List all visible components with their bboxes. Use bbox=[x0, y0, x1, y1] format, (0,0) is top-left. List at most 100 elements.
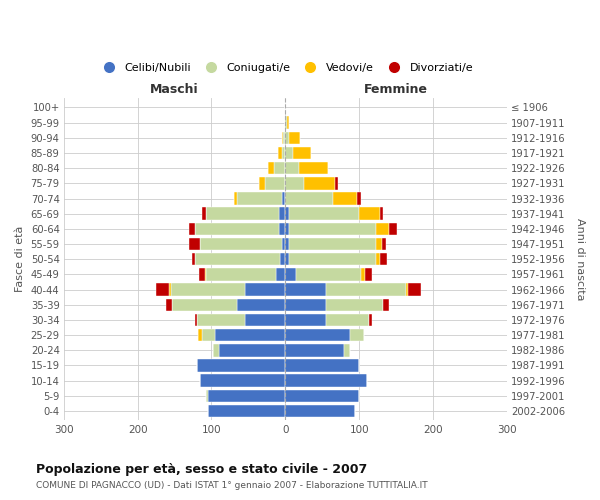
Bar bbox=[188, 222, 194, 235]
Bar bbox=[408, 284, 421, 296]
Bar bbox=[286, 222, 289, 235]
Bar bbox=[286, 268, 296, 280]
Bar bbox=[326, 284, 406, 296]
Bar bbox=[245, 314, 286, 326]
Bar bbox=[382, 238, 386, 250]
Bar bbox=[278, 147, 281, 159]
Bar bbox=[286, 405, 355, 417]
Bar bbox=[299, 162, 328, 174]
Bar bbox=[202, 208, 206, 220]
Bar bbox=[286, 147, 293, 159]
Bar bbox=[190, 238, 200, 250]
Bar bbox=[380, 253, 387, 266]
Bar bbox=[202, 329, 215, 342]
Bar bbox=[213, 344, 219, 356]
Bar bbox=[289, 132, 300, 144]
Bar bbox=[195, 314, 197, 326]
Bar bbox=[238, 192, 281, 204]
Bar bbox=[281, 132, 283, 144]
Bar bbox=[281, 192, 286, 204]
Bar bbox=[286, 298, 326, 311]
Bar bbox=[286, 374, 367, 387]
Bar bbox=[281, 147, 286, 159]
Bar bbox=[286, 344, 344, 356]
Bar bbox=[172, 298, 238, 311]
Bar bbox=[206, 390, 208, 402]
Bar bbox=[289, 222, 376, 235]
Bar bbox=[259, 177, 265, 190]
Bar bbox=[389, 222, 397, 235]
Bar bbox=[238, 298, 286, 311]
Bar bbox=[200, 238, 281, 250]
Bar bbox=[206, 208, 280, 220]
Bar bbox=[286, 116, 287, 129]
Bar bbox=[166, 298, 172, 311]
Bar bbox=[380, 208, 383, 220]
Bar bbox=[357, 192, 361, 204]
Bar bbox=[365, 268, 373, 280]
Legend: Celibi/Nubili, Coniugati/e, Vedovi/e, Divorziati/e: Celibi/Nubili, Coniugati/e, Vedovi/e, Di… bbox=[93, 59, 478, 78]
Bar bbox=[296, 268, 361, 280]
Bar bbox=[208, 390, 286, 402]
Bar bbox=[286, 192, 333, 204]
Y-axis label: Fasce di età: Fasce di età bbox=[15, 226, 25, 292]
Bar bbox=[286, 390, 359, 402]
Bar bbox=[200, 374, 286, 387]
Bar bbox=[359, 208, 380, 220]
Bar bbox=[268, 162, 274, 174]
Bar bbox=[350, 329, 364, 342]
Bar bbox=[280, 222, 286, 235]
Bar bbox=[215, 329, 286, 342]
Bar bbox=[376, 253, 380, 266]
Bar bbox=[233, 192, 238, 204]
Bar bbox=[376, 222, 389, 235]
Bar bbox=[156, 284, 169, 296]
Bar bbox=[335, 177, 338, 190]
Bar bbox=[304, 177, 335, 190]
Bar bbox=[286, 208, 289, 220]
Bar bbox=[286, 314, 326, 326]
Bar bbox=[383, 298, 389, 311]
Bar bbox=[286, 132, 289, 144]
Bar bbox=[286, 253, 289, 266]
Bar bbox=[245, 284, 286, 296]
Bar bbox=[199, 268, 205, 280]
Bar bbox=[274, 162, 286, 174]
Bar bbox=[286, 329, 350, 342]
Bar bbox=[333, 192, 357, 204]
Bar bbox=[287, 116, 289, 129]
Bar bbox=[289, 253, 376, 266]
Bar bbox=[191, 253, 195, 266]
Bar bbox=[289, 208, 359, 220]
Bar bbox=[406, 284, 408, 296]
Bar bbox=[280, 253, 286, 266]
Bar bbox=[361, 268, 365, 280]
Bar bbox=[293, 147, 311, 159]
Bar bbox=[194, 222, 280, 235]
Bar bbox=[326, 314, 369, 326]
Bar bbox=[277, 268, 286, 280]
Bar bbox=[169, 284, 171, 296]
Bar bbox=[281, 238, 286, 250]
Bar bbox=[195, 253, 280, 266]
Bar bbox=[286, 162, 299, 174]
Text: Femmine: Femmine bbox=[364, 83, 428, 96]
Bar bbox=[286, 284, 326, 296]
Bar bbox=[206, 268, 277, 280]
Text: COMUNE DI PAGNACCO (UD) - Dati ISTAT 1° gennaio 2007 - Elaborazione TUTTITALIA.I: COMUNE DI PAGNACCO (UD) - Dati ISTAT 1° … bbox=[36, 481, 428, 490]
Bar bbox=[208, 405, 286, 417]
Bar bbox=[289, 238, 376, 250]
Bar bbox=[283, 132, 286, 144]
Text: Popolazione per età, sesso e stato civile - 2007: Popolazione per età, sesso e stato civil… bbox=[36, 462, 367, 475]
Bar bbox=[369, 314, 373, 326]
Bar bbox=[197, 360, 286, 372]
Bar bbox=[286, 360, 359, 372]
Bar bbox=[171, 284, 245, 296]
Bar bbox=[280, 208, 286, 220]
Bar bbox=[265, 177, 286, 190]
Bar bbox=[197, 314, 245, 326]
Bar bbox=[286, 238, 289, 250]
Text: Maschi: Maschi bbox=[150, 83, 199, 96]
Bar bbox=[376, 238, 382, 250]
Bar bbox=[198, 329, 202, 342]
